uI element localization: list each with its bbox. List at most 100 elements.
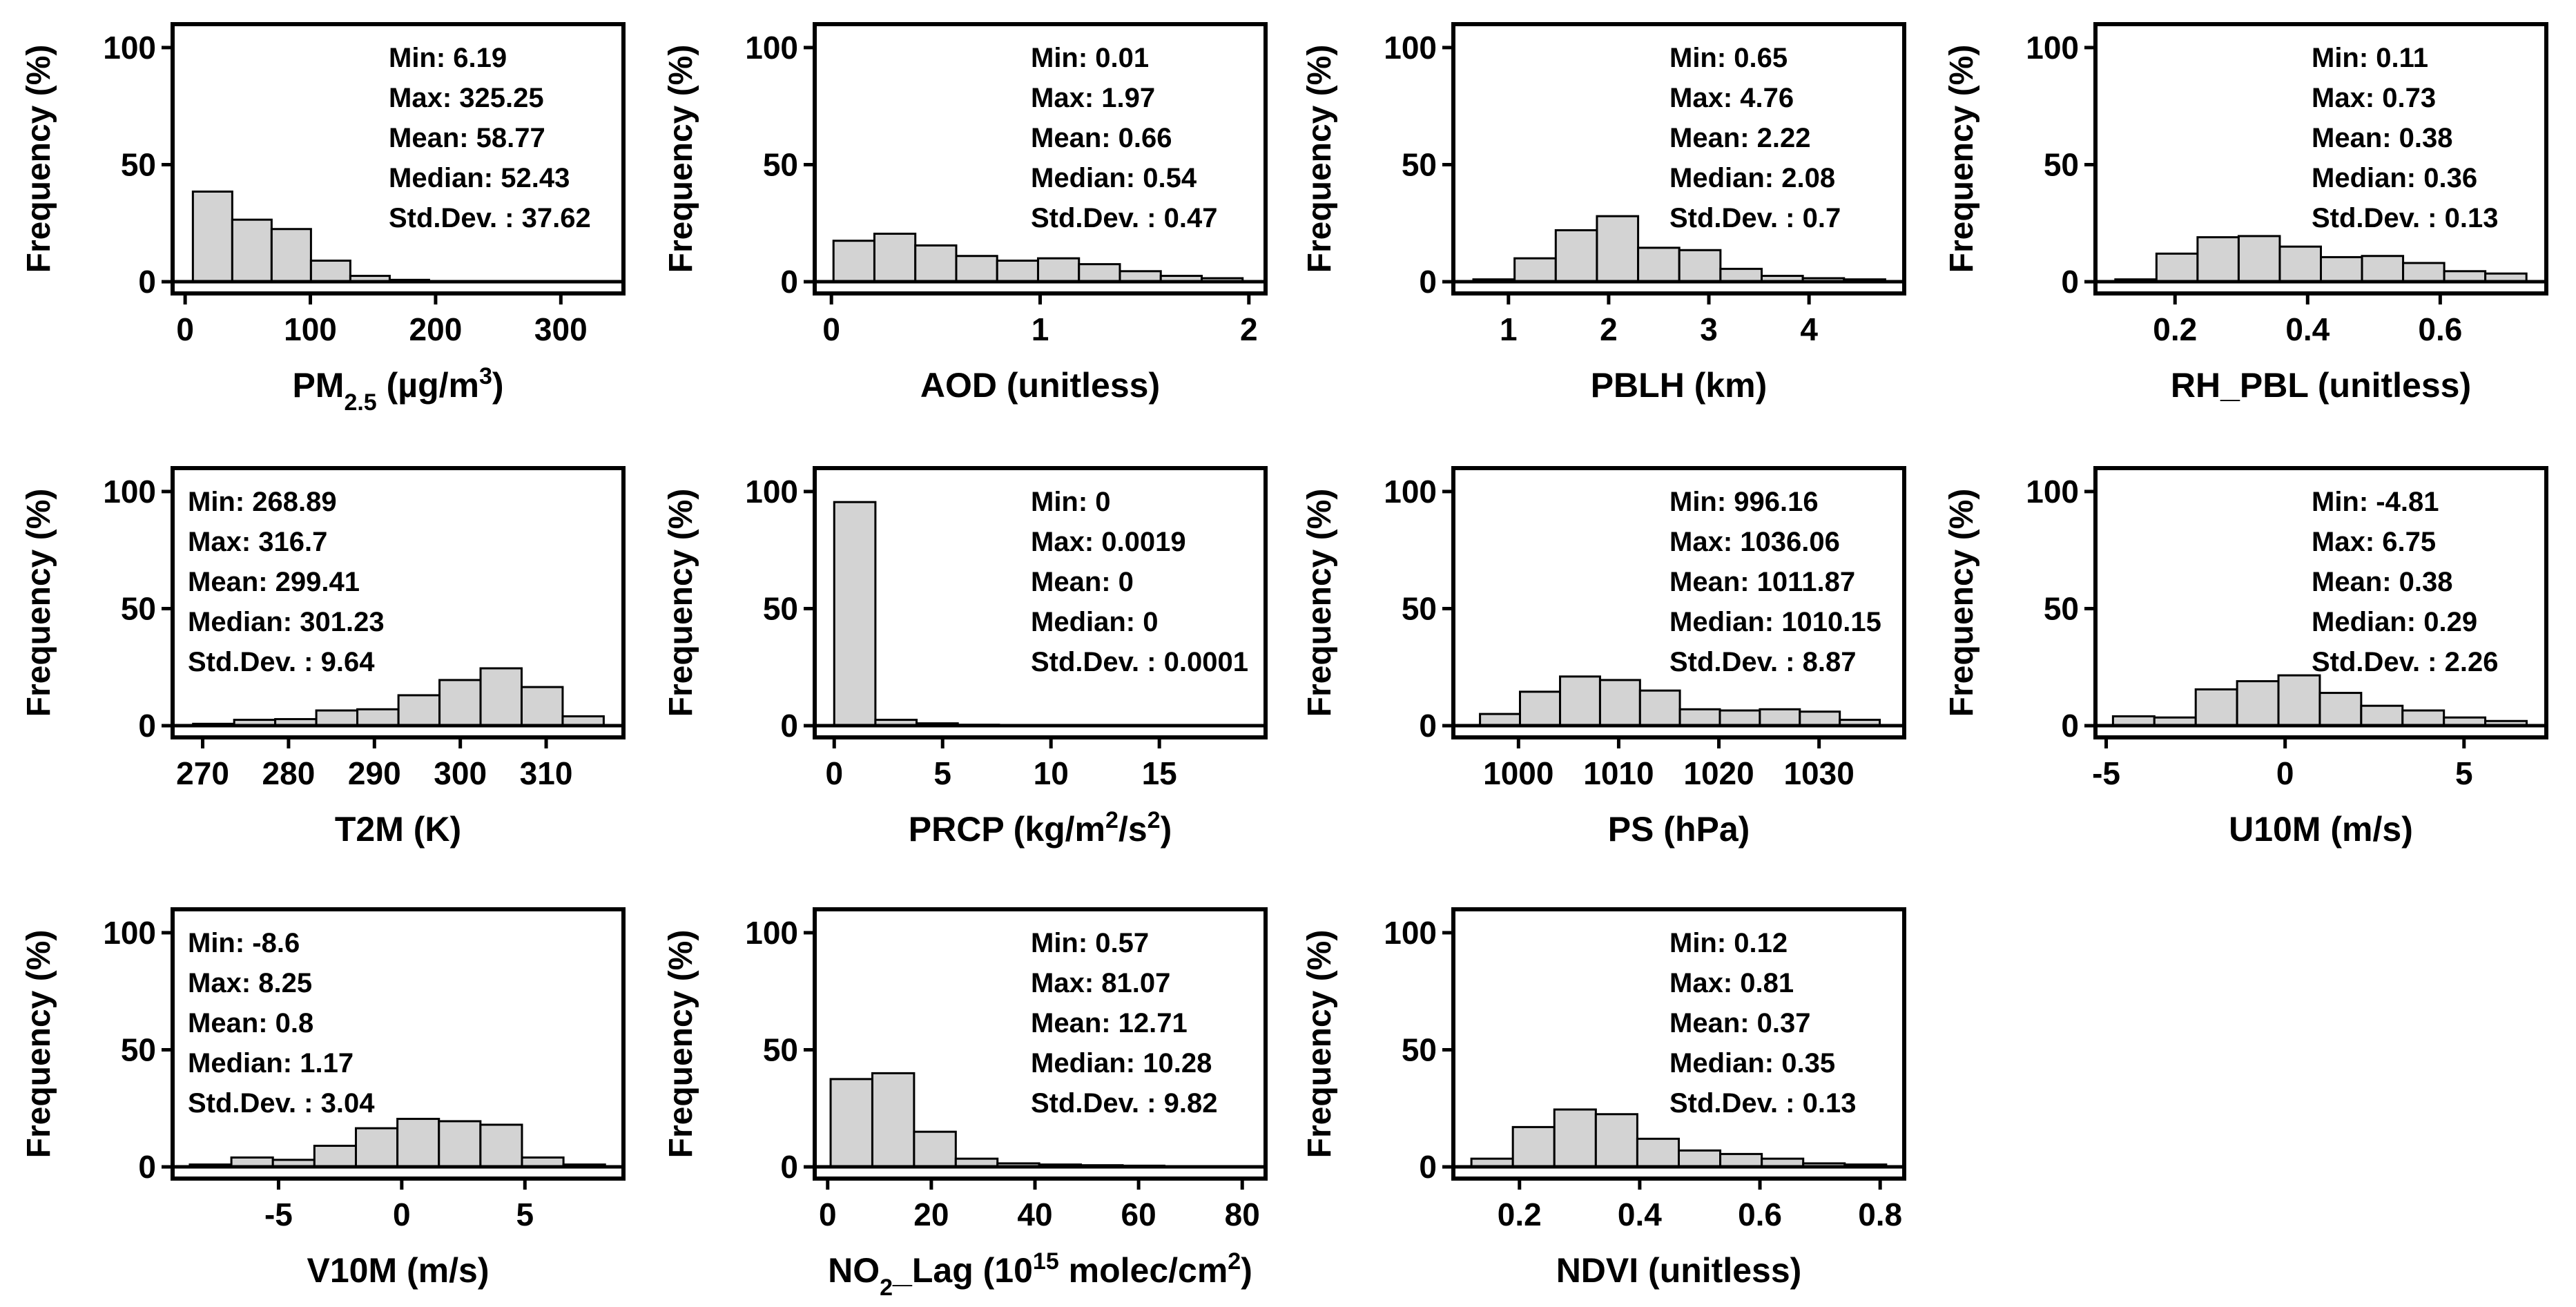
histogram-bar — [1679, 1150, 1721, 1167]
y-tick-label: 100 — [2026, 30, 2079, 66]
histogram-bar — [1515, 258, 1556, 282]
x-tick-label: 80 — [1225, 1197, 1260, 1232]
y-tick-label: 100 — [1384, 474, 1437, 510]
y-axis-label: Frequency (%) — [21, 489, 57, 717]
histogram-bar — [872, 1073, 913, 1167]
histogram-bar — [956, 256, 997, 282]
stats-line: Mean: 0.8 — [188, 1008, 313, 1038]
histogram-bar — [2361, 706, 2403, 726]
stats-line: Std.Dev. : 37.62 — [389, 203, 591, 233]
x-tick-label: 0.8 — [1858, 1197, 1902, 1232]
y-tick-label: 0 — [2061, 708, 2079, 744]
histogram-bar — [2403, 263, 2445, 282]
stats-line: Mean: 0.38 — [2312, 567, 2453, 597]
y-tick-label: 100 — [103, 915, 156, 951]
stats-line: Median: 1010.15 — [1669, 607, 1881, 637]
x-tick-label: 2 — [1240, 311, 1258, 347]
stats-line: Min: 6.19 — [389, 43, 507, 73]
histogram-bar — [1520, 692, 1560, 726]
x-tick-label: 100 — [284, 311, 337, 347]
y-tick-label: 50 — [763, 146, 798, 182]
y-tick-label: 100 — [1384, 915, 1437, 951]
histogram-bar — [2280, 246, 2321, 282]
y-tick-label: 50 — [763, 590, 798, 626]
x-tick-label: 40 — [1017, 1197, 1052, 1232]
stats-line: Median: 0.36 — [2312, 163, 2477, 193]
stats-line: Std.Dev. : 0.13 — [1669, 1088, 1856, 1119]
histogram-bar — [2403, 710, 2444, 726]
x-tick-label: 0 — [825, 755, 843, 791]
stats-line: Std.Dev. : 2.26 — [2312, 647, 2498, 677]
y-axis-label: Frequency (%) — [663, 930, 699, 1159]
x-axis-label: PBLH (km) — [1591, 366, 1768, 405]
histogram-bar — [1079, 264, 1120, 282]
histogram-bar — [2198, 238, 2239, 282]
x-axis-label: T2M (K) — [335, 810, 461, 849]
y-tick-label: 100 — [745, 474, 798, 510]
histogram-bar — [2238, 236, 2280, 282]
histogram-bar — [521, 687, 562, 726]
stats-line: Median: 0 — [1031, 607, 1158, 637]
y-tick-label: 100 — [745, 915, 798, 951]
stats-line: Median: 52.43 — [389, 163, 570, 193]
y-tick-label: 0 — [138, 708, 156, 744]
stats-line: Mean: 58.77 — [389, 123, 545, 153]
y-axis-label: Frequency (%) — [1944, 45, 1980, 273]
histogram-bar — [2156, 253, 2198, 282]
x-tick-label: 1 — [1500, 311, 1518, 347]
y-axis-label: Frequency (%) — [1301, 930, 1338, 1159]
stats-line: Min: 268.89 — [188, 487, 337, 517]
y-axis-label: Frequency (%) — [1301, 489, 1338, 717]
stats-line: Mean: 0.38 — [2312, 123, 2453, 153]
y-tick-label: 100 — [1384, 30, 1437, 66]
x-tick-label: 300 — [434, 755, 487, 791]
x-axis-label: RH_PBL (unitless) — [2171, 366, 2471, 405]
x-tick-label: -5 — [264, 1197, 293, 1232]
stats-line: Max: 81.07 — [1031, 968, 1170, 998]
stats-line: Min: 0.01 — [1031, 43, 1149, 73]
x-tick-label: 2 — [1600, 311, 1618, 347]
histogram-bar — [2362, 256, 2403, 282]
stats-line: Std.Dev. : 0.13 — [2312, 203, 2498, 233]
histogram-bar — [2278, 675, 2320, 726]
y-tick-label: 50 — [1402, 590, 1437, 626]
y-axis-label: Frequency (%) — [663, 489, 699, 717]
y-tick-label: 0 — [780, 708, 798, 744]
x-tick-label: 0 — [2276, 755, 2294, 791]
stats-line: Min: 0.57 — [1031, 928, 1149, 958]
histogram-bar — [1720, 710, 1760, 726]
x-tick-label: 0 — [176, 311, 194, 347]
stats-line: Max: 1.97 — [1031, 83, 1155, 113]
histogram-bar — [1597, 216, 1638, 282]
histogram-bar — [316, 710, 357, 726]
stats-line: Std.Dev. : 0.0001 — [1031, 647, 1248, 677]
x-axis-label: PM2.5 (µg/m3) — [292, 363, 503, 416]
stats-line: Max: 0.73 — [2312, 83, 2436, 113]
histogram-bar — [1679, 250, 1721, 282]
histogram-bar — [2321, 257, 2363, 282]
x-tick-label: -5 — [2092, 755, 2120, 791]
y-tick-label: 50 — [121, 146, 156, 182]
stats-line: Mean: 2.22 — [1669, 123, 1811, 153]
stats-line: Median: 0.35 — [1669, 1048, 1835, 1078]
histogram-bar — [440, 680, 481, 726]
stats-line: Max: 4.76 — [1669, 83, 1794, 113]
histogram-bar — [314, 1146, 356, 1168]
x-tick-label: 5 — [516, 1197, 534, 1232]
histogram-bar — [232, 220, 271, 282]
histogram-bar — [997, 261, 1038, 282]
histogram-bar — [1637, 1139, 1678, 1167]
histogram-bar — [1596, 1114, 1637, 1167]
stats-line: Min: 0.11 — [2312, 43, 2428, 73]
histogram-bar — [1554, 1110, 1596, 1167]
stats-line: Median: 0.54 — [1031, 163, 1197, 193]
y-axis-label: Frequency (%) — [21, 930, 57, 1159]
histogram-bar — [1600, 680, 1640, 726]
stats-line: Mean: 299.41 — [188, 567, 360, 597]
x-tick-label: 1010 — [1583, 755, 1654, 791]
x-tick-label: 1000 — [1483, 755, 1553, 791]
